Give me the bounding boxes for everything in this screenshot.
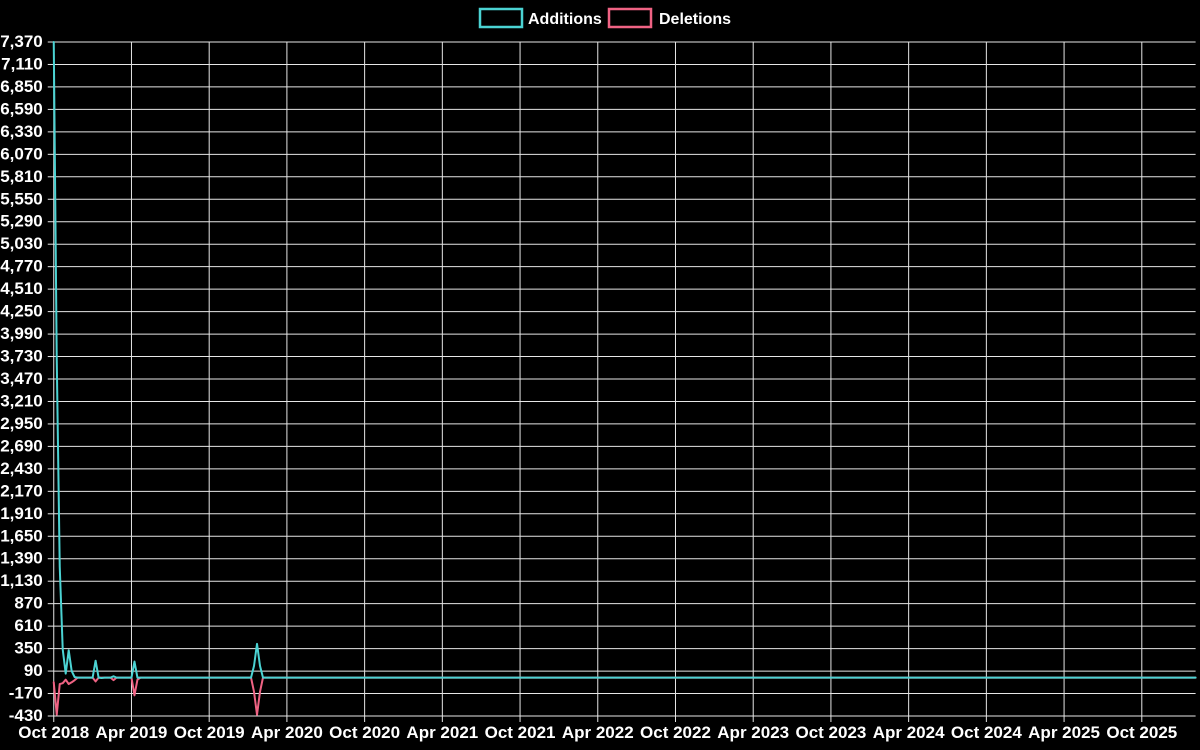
svg-text:6,070: 6,070	[0, 144, 43, 163]
svg-text:Apr 2024: Apr 2024	[873, 723, 945, 742]
svg-text:90: 90	[24, 661, 43, 680]
svg-text:1,390: 1,390	[0, 549, 43, 568]
svg-text:2,170: 2,170	[0, 481, 43, 500]
svg-text:6,330: 6,330	[0, 122, 43, 141]
svg-text:Oct 2024: Oct 2024	[951, 723, 1022, 742]
svg-text:5,290: 5,290	[0, 212, 43, 231]
svg-text:7,110: 7,110	[1, 54, 43, 73]
svg-text:Oct 2021: Oct 2021	[485, 723, 556, 742]
svg-text:4,250: 4,250	[0, 302, 43, 321]
svg-text:Apr 2022: Apr 2022	[562, 723, 634, 742]
svg-text:Oct 2020: Oct 2020	[329, 723, 400, 742]
svg-text:5,550: 5,550	[0, 189, 43, 208]
svg-text:Oct 2022: Oct 2022	[640, 723, 711, 742]
svg-text:2,430: 2,430	[0, 459, 43, 478]
svg-text:3,990: 3,990	[0, 324, 43, 343]
svg-text:2,950: 2,950	[0, 414, 43, 433]
svg-text:870: 870	[14, 594, 42, 613]
svg-text:1,130: 1,130	[0, 571, 43, 590]
svg-text:6,850: 6,850	[0, 77, 43, 96]
svg-text:3,470: 3,470	[0, 369, 43, 388]
svg-text:Oct 2025: Oct 2025	[1106, 723, 1177, 742]
svg-text:Apr 2023: Apr 2023	[717, 723, 789, 742]
svg-text:Apr 2025: Apr 2025	[1028, 723, 1100, 742]
svg-text:Apr 2019: Apr 2019	[96, 723, 168, 742]
svg-text:6,590: 6,590	[0, 99, 43, 118]
svg-text:-170: -170	[9, 684, 43, 703]
svg-text:5,810: 5,810	[0, 167, 43, 186]
svg-text:Oct 2018: Oct 2018	[18, 723, 89, 742]
svg-text:350: 350	[14, 639, 42, 658]
svg-text:610: 610	[14, 616, 42, 635]
svg-text:7,370: 7,370	[0, 32, 43, 51]
svg-text:Additions: Additions	[528, 11, 602, 28]
svg-text:4,770: 4,770	[0, 257, 43, 276]
svg-text:1,910: 1,910	[0, 504, 43, 523]
svg-text:Apr 2020: Apr 2020	[251, 723, 323, 742]
svg-text:3,730: 3,730	[0, 347, 43, 366]
svg-text:Deletions: Deletions	[659, 11, 731, 28]
svg-text:4,510: 4,510	[0, 279, 43, 298]
svg-text:Apr 2021: Apr 2021	[406, 723, 478, 742]
svg-text:5,030: 5,030	[0, 234, 43, 253]
svg-text:3,210: 3,210	[0, 391, 43, 410]
svg-text:1,650: 1,650	[0, 526, 43, 545]
svg-text:Oct 2023: Oct 2023	[795, 723, 866, 742]
svg-text:Oct 2019: Oct 2019	[174, 723, 245, 742]
svg-text:2,690: 2,690	[0, 436, 43, 455]
